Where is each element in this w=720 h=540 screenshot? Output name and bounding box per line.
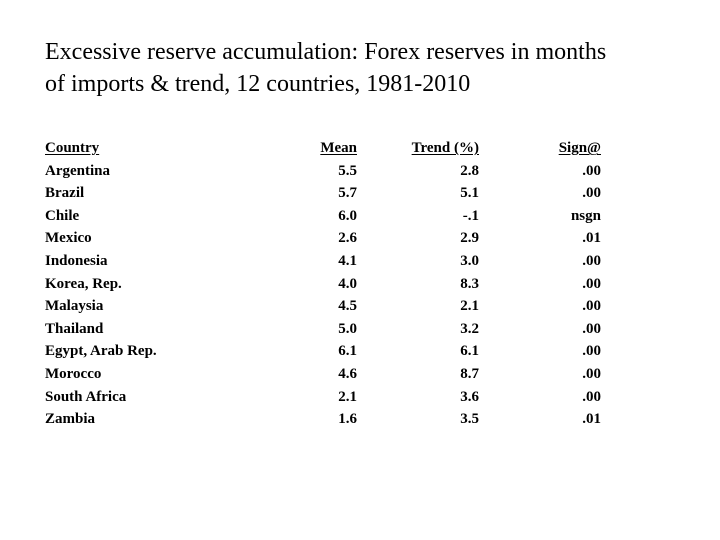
cell-mean: 5.7 (338, 185, 357, 202)
cell-mean: 4.5 (338, 298, 357, 315)
cell-trend: 2.1 (460, 298, 479, 315)
table-row: Indonesia 4.1 3.0 .00 (45, 250, 601, 273)
cell-country: Morocco (45, 365, 102, 382)
cell-sign: .00 (582, 320, 601, 337)
cell-country: Indonesia (45, 252, 108, 269)
cell-mean: 5.5 (338, 162, 357, 179)
cell-country: Chile (45, 207, 80, 224)
cell-trend: 3.5 (460, 411, 479, 428)
header-country: Country (45, 140, 100, 156)
header-sign: Sign@ (558, 140, 601, 156)
table-row: Morocco 4.6 8.7 .00 (45, 363, 601, 386)
cell-mean: 6.0 (338, 207, 357, 224)
cell-sign: .00 (582, 185, 601, 202)
cell-sign: nsgn (570, 207, 601, 224)
cell-mean: 4.6 (338, 365, 357, 382)
cell-mean: 6.1 (338, 343, 357, 360)
cell-mean: 4.1 (338, 252, 357, 269)
cell-trend: 3.0 (460, 252, 479, 269)
reserves-table: Country Mean Trend (%) Sign@ Argentina 5… (45, 137, 601, 431)
cell-trend: 2.9 (460, 230, 479, 247)
table-header-row: Country Mean Trend (%) Sign@ (45, 137, 601, 160)
cell-sign: .00 (582, 275, 601, 292)
cell-sign: .00 (582, 388, 601, 405)
slide-title-line-1: Excessive reserve accumulation: Forex re… (45, 39, 607, 65)
slide-title: Excessive reserve accumulation: Forex re… (45, 36, 705, 100)
cell-trend: 3.2 (460, 320, 479, 337)
cell-country: Argentina (45, 162, 110, 179)
cell-mean: 5.0 (338, 320, 357, 337)
table-row: Egypt, Arab Rep. 6.1 6.1 .00 (45, 340, 601, 363)
cell-trend: 2.8 (460, 162, 479, 179)
header-trend: Trend (%) (411, 140, 479, 156)
cell-trend: 3.6 (460, 388, 479, 405)
table-row: Mexico 2.6 2.9 .01 (45, 227, 601, 250)
cell-country: Egypt, Arab Rep. (45, 343, 157, 360)
table-row: Brazil 5.7 5.1 .00 (45, 182, 601, 205)
table-row: Zambia 1.6 3.5 .01 (45, 408, 601, 431)
table-row: Argentina 5.5 2.8 .00 (45, 160, 601, 183)
cell-country: Mexico (45, 230, 92, 247)
table-row: Korea, Rep. 4.0 8.3 .00 (45, 273, 601, 296)
cell-trend: -.1 (462, 207, 479, 224)
cell-country: Malaysia (45, 298, 104, 315)
cell-sign: .01 (582, 230, 601, 247)
table-row: South Africa 2.1 3.6 .00 (45, 386, 601, 409)
cell-sign: .00 (582, 162, 601, 179)
cell-country: Zambia (45, 411, 96, 428)
cell-mean: 2.1 (338, 388, 357, 405)
table-row: Chile 6.0 -.1 nsgn (45, 205, 601, 228)
cell-sign: .01 (582, 411, 601, 428)
cell-country: Brazil (45, 185, 85, 202)
cell-country: South Africa (45, 388, 127, 405)
slide-title-line-2: of imports & trend, 12 countries, 1981-2… (45, 71, 471, 97)
cell-sign: .00 (582, 365, 601, 382)
cell-sign: .00 (582, 298, 601, 315)
cell-sign: .00 (582, 252, 601, 269)
table-row: Malaysia 4.5 2.1 .00 (45, 295, 601, 318)
cell-mean: 1.6 (338, 411, 357, 428)
cell-trend: 8.3 (460, 275, 479, 292)
cell-trend: 6.1 (460, 343, 479, 360)
table-row: Thailand 5.0 3.2 .00 (45, 318, 601, 341)
cell-trend: 5.1 (460, 185, 479, 202)
cell-country: Thailand (45, 320, 104, 337)
cell-trend: 8.7 (460, 365, 479, 382)
cell-mean: 4.0 (338, 275, 357, 292)
header-mean: Mean (320, 140, 357, 156)
cell-sign: .00 (582, 343, 601, 360)
cell-mean: 2.6 (338, 230, 357, 247)
cell-country: Korea, Rep. (45, 275, 122, 292)
